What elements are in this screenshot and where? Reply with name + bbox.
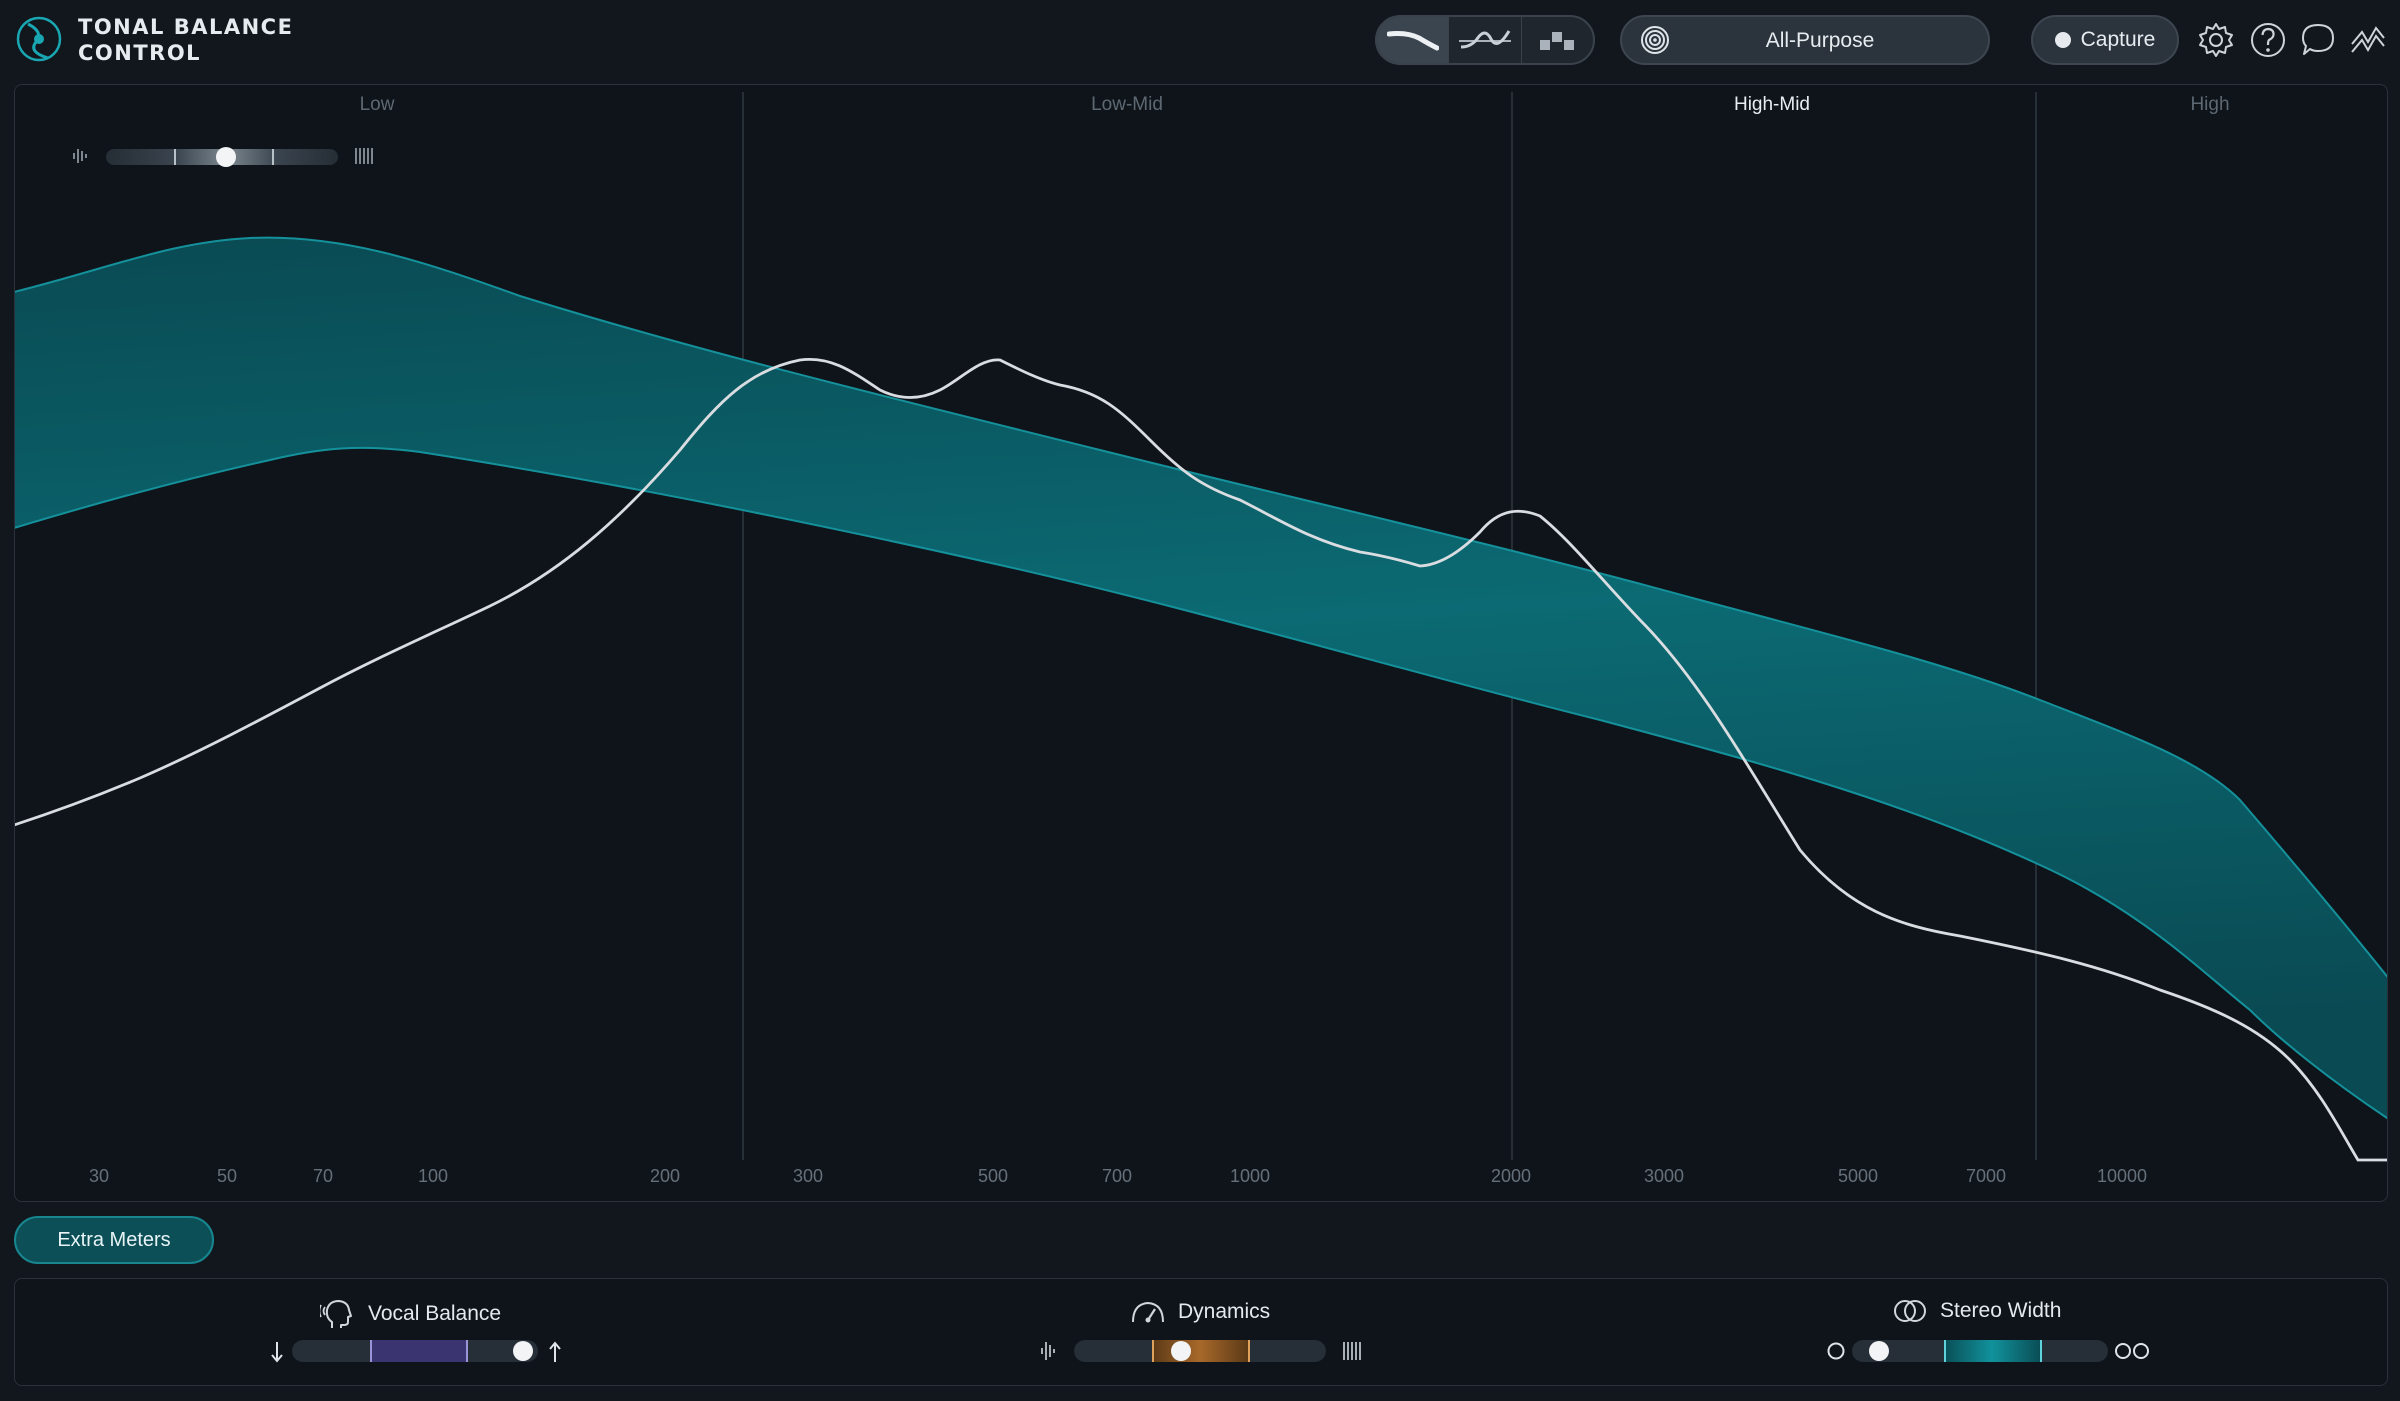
freq-label: 300: [792, 1166, 824, 1186]
target-icon: [1641, 26, 1669, 54]
dense-waveform-icon: [1343, 1342, 1361, 1360]
stereo-width-title: Stereo Width: [1892, 1298, 2061, 1324]
mono-circle-icon: [1827, 1342, 1845, 1360]
target-upper-edge: [15, 236, 2387, 981]
izotope-logo-icon: [16, 16, 62, 62]
signal-chain-icon[interactable]: [2348, 20, 2388, 60]
freq-label: 10000: [2096, 1166, 2148, 1186]
dynamics-indicator: [1171, 1341, 1192, 1361]
band-label-high: High: [2190, 94, 2230, 115]
help-icon[interactable]: [2248, 20, 2288, 60]
stereo-width-label: Stereo Width: [1940, 1299, 2062, 1322]
stereo-width-meter: [1826, 1336, 2156, 1366]
sparse-waveform-icon: [73, 149, 87, 163]
stereo-circles-icon: [1894, 1300, 1926, 1322]
target-range-band: [15, 237, 2387, 1120]
capture-label: Capture: [2080, 28, 2156, 51]
dense-waveform-icon: [355, 148, 373, 164]
stereo-width-indicator: [1868, 1341, 1889, 1361]
stereo-width-target-zone: [1944, 1340, 2040, 1362]
freq-label: 7000: [1965, 1166, 2007, 1186]
app-title-line1: TONAL BALANCE: [78, 15, 294, 39]
vocal-balance-label: Vocal Balance: [368, 1302, 502, 1325]
head-voice-icon: [320, 1300, 352, 1328]
crest-slider-thumb[interactable]: [216, 147, 237, 167]
crest-view-button[interactable]: [1522, 17, 1593, 63]
view-mode-selector: [1375, 15, 1595, 65]
vocal-balance-indicator: [513, 1341, 534, 1361]
record-dot-icon: [2054, 32, 2071, 48]
fine-view-button[interactable]: [1449, 17, 1522, 63]
band-label-low: Low: [359, 94, 395, 115]
spectrum-curve: [15, 357, 2387, 1162]
broadband-curve-icon: [1386, 31, 1439, 51]
freq-label: 5000: [1837, 1166, 1879, 1186]
app-title-line2: CONTROL: [78, 41, 202, 65]
chat-icon[interactable]: [2298, 20, 2338, 60]
freq-label: 100: [417, 1166, 449, 1186]
target-lower-edge: [15, 446, 2387, 1121]
freq-label: 2000: [1490, 1166, 1532, 1186]
wide-circles-icon: [2115, 1343, 2149, 1359]
gauge-icon: [1132, 1301, 1164, 1323]
gear-icon[interactable]: [2196, 20, 2236, 60]
blocks-icon: [1540, 32, 1575, 50]
freq-label: 70: [312, 1166, 334, 1186]
meters-panel: [14, 1278, 2388, 1386]
target-preset-selector[interactable]: All-Purpose: [1620, 15, 1990, 65]
sparse-waveform-icon: [1041, 1342, 1055, 1360]
dynamics-meter: [1040, 1336, 1361, 1366]
extra-meters-button[interactable]: Extra Meters: [14, 1216, 214, 1264]
vocal-balance-target-zone: [370, 1340, 466, 1362]
vocal-balance-track: [292, 1340, 538, 1362]
dynamics-label: Dynamics: [1178, 1300, 1271, 1323]
dynamics-track: [1074, 1340, 1326, 1362]
freq-label: 700: [1101, 1166, 1133, 1186]
broadband-view-button[interactable]: [1377, 17, 1450, 63]
freq-label: 1000: [1229, 1166, 1271, 1186]
freq-label: 200: [649, 1166, 681, 1186]
freq-label: 3000: [1643, 1166, 1685, 1186]
vocal-balance-meter: [270, 1336, 570, 1366]
dynamics-target-zone: [1152, 1340, 1248, 1362]
preset-label: All-Purpose: [1765, 29, 1875, 52]
vocal-balance-title: Vocal Balance: [320, 1298, 501, 1330]
capture-button[interactable]: Capture: [2031, 15, 2179, 65]
arrow-up-icon: [549, 1341, 561, 1362]
arrow-down-icon: [271, 1342, 283, 1363]
crest-slider[interactable]: [72, 144, 382, 168]
freq-label: 500: [977, 1166, 1009, 1186]
band-label-high-mid: High-Mid: [1733, 94, 1811, 115]
freq-label: 30: [88, 1166, 110, 1186]
dynamics-title: Dynamics: [1130, 1298, 1270, 1326]
freq-label: 50: [216, 1166, 238, 1186]
band-label-low-mid: Low-Mid: [1091, 94, 1163, 115]
app-title: TONAL BALANCE CONTROL: [78, 14, 293, 66]
stereo-width-track: [1852, 1340, 2108, 1362]
fine-curve-icon: [1458, 30, 1511, 49]
